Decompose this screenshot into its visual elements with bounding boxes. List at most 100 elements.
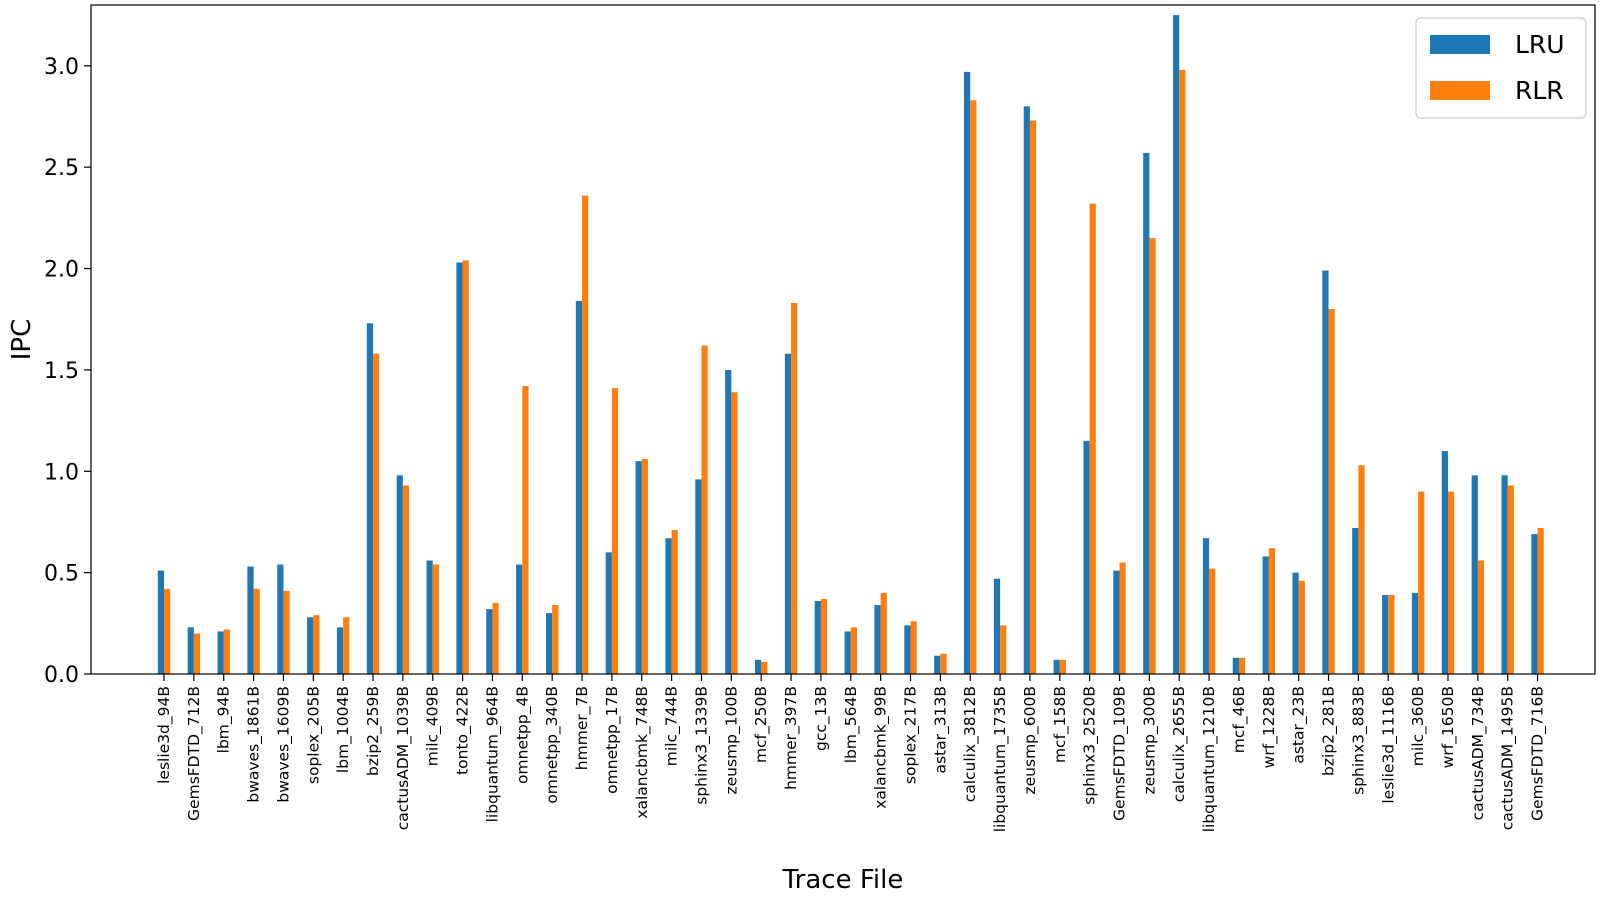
bar-lru-astar_23B xyxy=(1292,572,1299,674)
bar-rlr-mcf_46B xyxy=(1238,657,1246,674)
bar-rlr-hmmer_397B xyxy=(791,303,798,674)
bar-rlr-libquantum_1210B xyxy=(1209,568,1216,674)
x-tick-label: sphinx3_2520B xyxy=(1081,686,1100,805)
x-tick-label: milc_360B xyxy=(1409,686,1428,766)
x-tick-label: cactusADM_1495B xyxy=(1499,686,1518,830)
x-tick-label: milc_409B xyxy=(424,686,443,766)
y-tick-label: 1.5 xyxy=(44,359,79,384)
x-tick-label: hmmer_397B xyxy=(782,686,801,790)
x-tick-label: omnetpp_340B xyxy=(543,686,562,804)
bar-rlr-milc_744B xyxy=(671,530,678,674)
bar-rlr-calculix_2655B xyxy=(1179,69,1186,674)
bar-lru-omnetpp_4B xyxy=(516,564,523,674)
bar-lru-sphinx3_2520B xyxy=(1083,440,1090,674)
bar-lru-sphinx3_1339B xyxy=(695,479,702,674)
bar-lru-tonto_422B xyxy=(456,262,463,674)
bar-lru-calculix_3812B xyxy=(964,71,971,674)
bar-rlr-libquantum_964B xyxy=(492,603,499,674)
x-tick-label: cactusADM_734B xyxy=(1469,686,1488,820)
y-tick-label: 2.5 xyxy=(44,156,79,181)
bar-rlr-GemsFDTD_712B xyxy=(193,633,201,674)
bar-rlr-omnetpp_4B xyxy=(522,386,529,674)
bar-lru-cactusADM_1495B xyxy=(1501,475,1508,674)
bar-lru-libquantum_964B xyxy=(486,609,493,674)
bar-rlr-calculix_3812B xyxy=(970,100,977,675)
bar-rlr-bwaves_1861B xyxy=(253,588,260,674)
bar-lru-zeusmp_600B xyxy=(1023,106,1030,674)
legend: LRU RLR xyxy=(1415,17,1587,119)
x-tick-label: GemsFDTD_109B xyxy=(1111,686,1130,821)
bar-lru-xalancbmk_748B xyxy=(635,461,642,674)
bar-rlr-lbm_1004B xyxy=(343,617,350,674)
x-tick-label: calculix_3812B xyxy=(961,686,980,802)
bar-rlr-soplex_205B xyxy=(313,615,320,674)
x-tick-label: bwaves_1861B xyxy=(245,686,264,803)
x-tick-label: astar_313B xyxy=(931,686,950,774)
bar-lru-libquantum_1210B xyxy=(1202,538,1210,674)
x-tick-label: GemsFDTD_712B xyxy=(185,686,204,821)
bar-rlr-GemsFDTD_716B xyxy=(1537,528,1544,674)
bar-rlr-omnetpp_340B xyxy=(552,605,559,674)
x-tick-label: soplex_205B xyxy=(304,686,323,784)
bar-lru-soplex_205B xyxy=(307,617,314,674)
x-tick-label: wrf_1228B xyxy=(1260,686,1279,768)
x-tick-label: mcf_158B xyxy=(1051,686,1070,763)
x-tick-label: mcf_250B xyxy=(752,686,771,763)
bar-lru-leslie3d_94B xyxy=(157,570,164,674)
bar-lru-GemsFDTD_109B xyxy=(1113,570,1120,674)
x-tick-label: mcf_46B xyxy=(1230,686,1249,753)
bar-lru-GemsFDTD_712B xyxy=(187,627,194,674)
bar-rlr-hmmer_7B xyxy=(582,195,589,674)
x-tick-label: libquantum_964B xyxy=(483,686,502,822)
bar-rlr-mcf_250B xyxy=(761,661,768,674)
bar-rlr-lbm_564B xyxy=(850,627,857,674)
bar-rlr-wrf_1650B xyxy=(1447,491,1455,674)
y-tick-label: 2.0 xyxy=(44,258,79,283)
bar-lru-lbm_94B xyxy=(217,631,224,674)
bar-lru-mcf_46B xyxy=(1232,657,1239,674)
bar-rlr-milc_409B xyxy=(432,564,439,674)
bar-rlr-astar_313B xyxy=(940,653,947,674)
bar-rlr-GemsFDTD_109B xyxy=(1119,562,1126,674)
bar-lru-cactusADM_734B xyxy=(1471,475,1478,674)
x-tick-label: sphinx3_1339B xyxy=(692,686,711,805)
bar-lru-milc_409B xyxy=(426,560,433,674)
bar-lru-wrf_1650B xyxy=(1441,451,1448,674)
x-tick-label: libquantum_1210B xyxy=(1200,686,1219,832)
bar-rlr-cactusADM_1039B xyxy=(402,485,410,674)
x-tick-label: tonto_422B xyxy=(454,686,473,775)
legend-label-lru: LRU xyxy=(1515,30,1565,59)
bar-rlr-bzip2_259B xyxy=(373,353,380,674)
bar-rlr-gcc_13B xyxy=(820,598,828,674)
y-tick-label: 3.0 xyxy=(44,55,79,80)
bar-lru-hmmer_7B xyxy=(575,300,583,674)
bar-lru-soplex_217B xyxy=(904,625,911,674)
bar-lru-cactusADM_1039B xyxy=(396,475,403,674)
x-tick-label: leslie3d_1116B xyxy=(1379,686,1398,804)
x-tick-label: libquantum_1735B xyxy=(991,686,1010,832)
x-axis-label: Trace File xyxy=(782,865,904,895)
bar-rlr-tonto_422B xyxy=(462,260,469,674)
x-tick-label: milc_744B xyxy=(663,686,682,766)
bar-rlr-cactusADM_1495B xyxy=(1507,485,1514,674)
x-tick-label: bwaves_1609B xyxy=(274,686,293,803)
bar-rlr-zeusmp_300B xyxy=(1149,238,1156,675)
bar-rlr-zeusmp_100B xyxy=(731,392,738,674)
y-tick-label: 0.0 xyxy=(44,663,79,688)
x-tick-label: gcc_13B xyxy=(812,686,831,751)
bar-lru-mcf_158B xyxy=(1053,659,1060,674)
x-tick-label: xalancbmk_99B xyxy=(872,686,891,809)
bar-rlr-omnetpp_17B xyxy=(611,388,619,674)
bar-lru-milc_360B xyxy=(1411,592,1419,674)
x-tick-label: bzip2_259B xyxy=(364,686,383,776)
legend-label-rlr: RLR xyxy=(1515,76,1564,105)
plot-frame xyxy=(90,4,1596,675)
bar-lru-leslie3d_1116B xyxy=(1382,594,1389,674)
x-tick-label: zeusmp_600B xyxy=(1021,686,1040,794)
bar-rlr-sphinx3_883B xyxy=(1358,465,1365,674)
bar-lru-lbm_1004B xyxy=(336,627,344,674)
bar-rlr-soplex_217B xyxy=(910,621,917,674)
bar-lru-calculix_2655B xyxy=(1173,15,1180,675)
bar-rlr-astar_23B xyxy=(1298,580,1305,674)
